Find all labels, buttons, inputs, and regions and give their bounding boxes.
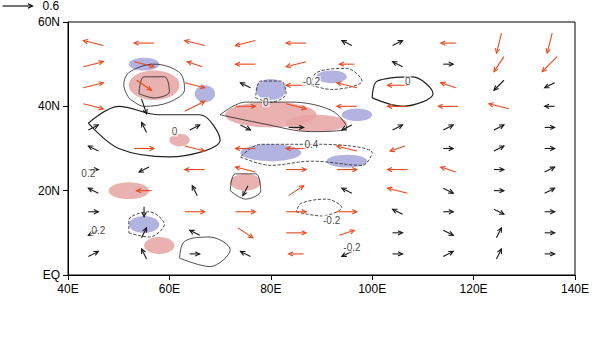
svg-text:60E: 60E: [159, 282, 180, 296]
svg-text:EQ: EQ: [43, 268, 60, 282]
svg-text:0: 0: [405, 76, 411, 87]
svg-text:40N: 40N: [38, 99, 60, 113]
svg-text:140E: 140E: [561, 282, 589, 296]
svg-text:0.6: 0.6: [43, 0, 60, 13]
svg-text:0.4: 0.4: [304, 139, 318, 150]
svg-text:40E: 40E: [57, 282, 78, 296]
svg-text:0: 0: [263, 97, 269, 108]
svg-text:100E: 100E: [358, 282, 386, 296]
svg-text:80E: 80E: [260, 282, 281, 296]
svg-text:20N: 20N: [38, 184, 60, 198]
svg-text:0: 0: [172, 126, 178, 137]
svg-text:-0.2: -0.2: [303, 76, 321, 87]
svg-text:0.2: 0.2: [91, 225, 105, 236]
svg-text:0.2: 0.2: [81, 168, 95, 179]
svg-text:120E: 120E: [460, 282, 488, 296]
svg-text:-0.2: -0.2: [343, 242, 361, 253]
svg-text:-0.2: -0.2: [323, 215, 341, 226]
svg-text:60N: 60N: [38, 15, 60, 29]
